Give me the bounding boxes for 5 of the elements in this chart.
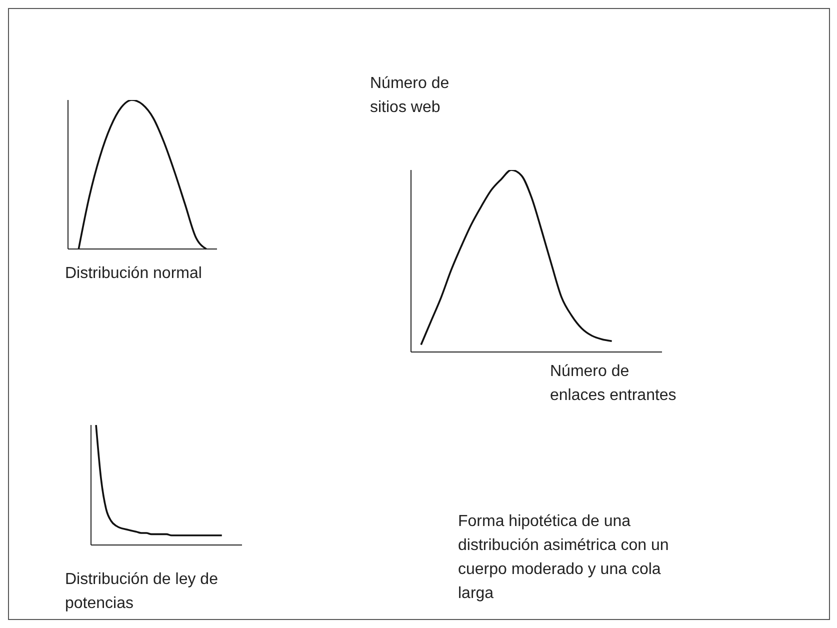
x-axis-title: Distribución de ley de potencias (65, 570, 219, 614)
y-axis-title: Número de sitios web (370, 74, 450, 118)
x-axis-title: Distribución normal (65, 264, 203, 284)
x-axis-title: Número de enlaces entrantes (550, 362, 678, 406)
text: Forma hipotética de una distribución asimétrica con un cuerpo moderado y una cola larga (458, 512, 670, 604)
